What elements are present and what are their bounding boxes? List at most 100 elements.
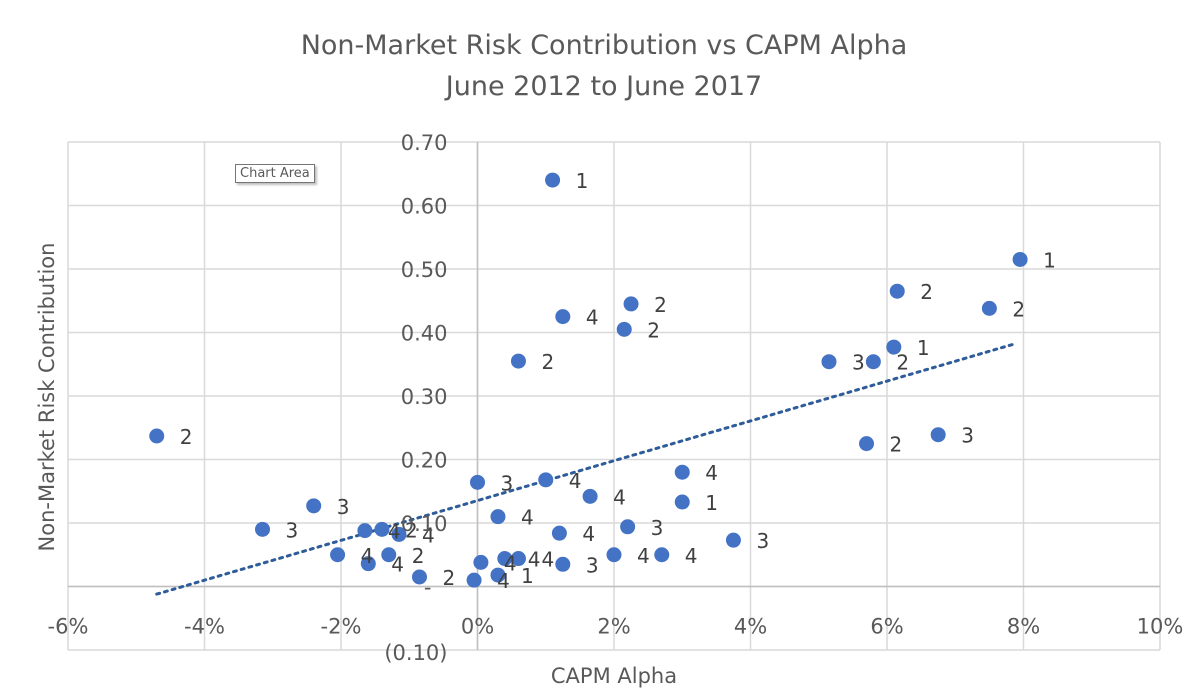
data-label: 2: [405, 518, 418, 542]
chart-area-tooltip: Chart Area: [235, 164, 315, 183]
data-label: 4: [637, 544, 650, 568]
y-tick-label: 0.70: [401, 131, 448, 155]
x-tick-label: 0%: [461, 615, 494, 639]
data-label: 4: [582, 522, 595, 546]
data-label: 2: [647, 318, 660, 342]
chart-subtitle: June 2012 to June 2017: [444, 71, 762, 102]
data-label: 2: [442, 566, 455, 590]
data-label: 4: [388, 520, 401, 544]
y-tick-label: 0.10: [401, 512, 448, 536]
data-label: 2: [920, 280, 933, 304]
data-label: 4: [569, 469, 582, 493]
data-point: [551, 525, 567, 541]
x-tick-label: 10%: [1137, 615, 1184, 639]
x-tick-label: 4%: [734, 615, 767, 639]
data-label: 4: [541, 548, 554, 572]
data-point: [473, 554, 489, 570]
data-point: [510, 551, 526, 567]
data-point: [555, 309, 571, 325]
trendline: [155, 341, 1019, 596]
data-point: [674, 464, 690, 480]
data-label: 4: [497, 569, 510, 593]
data-label: 3: [961, 424, 974, 448]
data-point: [510, 353, 526, 369]
data-label: 2: [896, 351, 909, 375]
data-point: [725, 532, 741, 548]
data-label: 2: [180, 425, 193, 449]
data-point: [545, 172, 561, 188]
data-point: [391, 526, 407, 542]
data-point: [582, 488, 598, 504]
data-label: 4: [586, 306, 599, 330]
data-point: [411, 569, 427, 585]
data-point: [466, 572, 482, 588]
x-tick-label: 6%: [870, 615, 903, 639]
data-label: 4: [391, 553, 404, 577]
data-point: [357, 523, 373, 539]
data-label: 1: [521, 564, 534, 588]
x-tick-label: -2%: [321, 615, 362, 639]
data-label: 1: [917, 336, 930, 360]
y-axis-title: Non-Market Risk Contribution: [35, 243, 59, 552]
data-label: 4: [528, 548, 541, 572]
trendline-group: [155, 341, 1019, 596]
data-point: [616, 321, 632, 337]
data-point: [859, 436, 875, 452]
y-tick-label: 0.50: [401, 258, 448, 282]
data-label: 3: [337, 495, 350, 519]
data-points: [149, 172, 1028, 588]
data-point: [606, 547, 622, 563]
data-label: 1: [705, 491, 718, 515]
data-label: 3: [286, 518, 299, 542]
data-label: 2: [541, 350, 554, 374]
y-tick-label: 0.20: [401, 449, 448, 473]
y-tick-label: 0.60: [401, 195, 448, 219]
y-tick-label-zero: -: [424, 576, 432, 600]
x-tick-label: -4%: [184, 615, 225, 639]
data-label: 3: [586, 553, 599, 577]
data-point: [149, 428, 165, 444]
data-label: 3: [501, 471, 514, 495]
chart-title: Non-Market Risk Contribution vs CAPM Alp…: [301, 30, 908, 61]
x-tick-label: 2%: [597, 615, 630, 639]
x-axis-title: CAPM Alpha: [551, 664, 677, 688]
data-label: 1: [1043, 248, 1056, 272]
data-point: [620, 519, 636, 535]
data-point: [555, 556, 571, 572]
data-point: [374, 521, 390, 537]
data-label: 4: [613, 485, 626, 509]
data-point: [306, 498, 322, 514]
data-point: [497, 551, 513, 567]
data-label: 3: [756, 529, 769, 553]
data-point: [865, 354, 881, 370]
data-label: 4: [685, 544, 698, 568]
data-label: 1: [576, 169, 589, 193]
data-point: [1012, 251, 1028, 267]
data-label: 4: [422, 523, 435, 547]
data-point: [470, 474, 485, 490]
data-point: [490, 567, 506, 583]
data-point: [623, 296, 639, 312]
data-point: [981, 300, 997, 316]
data-point: [255, 521, 271, 537]
y-tick-label: 0.30: [401, 385, 448, 409]
data-point: [538, 472, 554, 488]
data-point: [930, 427, 946, 443]
y-tick-label: (0.10): [384, 641, 447, 665]
data-label: 4: [705, 461, 718, 485]
data-point: [490, 509, 506, 525]
data-label: 2: [412, 544, 425, 568]
y-tick-labels: (0.10) 0.10 0.20 0.30 0.40 0.50 0.60 0.70 -: [384, 131, 447, 665]
x-tick-label: 8%: [1007, 615, 1040, 639]
data-label: 4: [521, 506, 534, 530]
data-label: 2: [890, 433, 903, 457]
gridlines: [67, 141, 1161, 651]
data-label: 4: [361, 544, 374, 568]
data-label: 3: [651, 516, 664, 540]
data-point: [889, 283, 905, 299]
data-point: [360, 556, 376, 572]
data-point: [821, 354, 837, 370]
